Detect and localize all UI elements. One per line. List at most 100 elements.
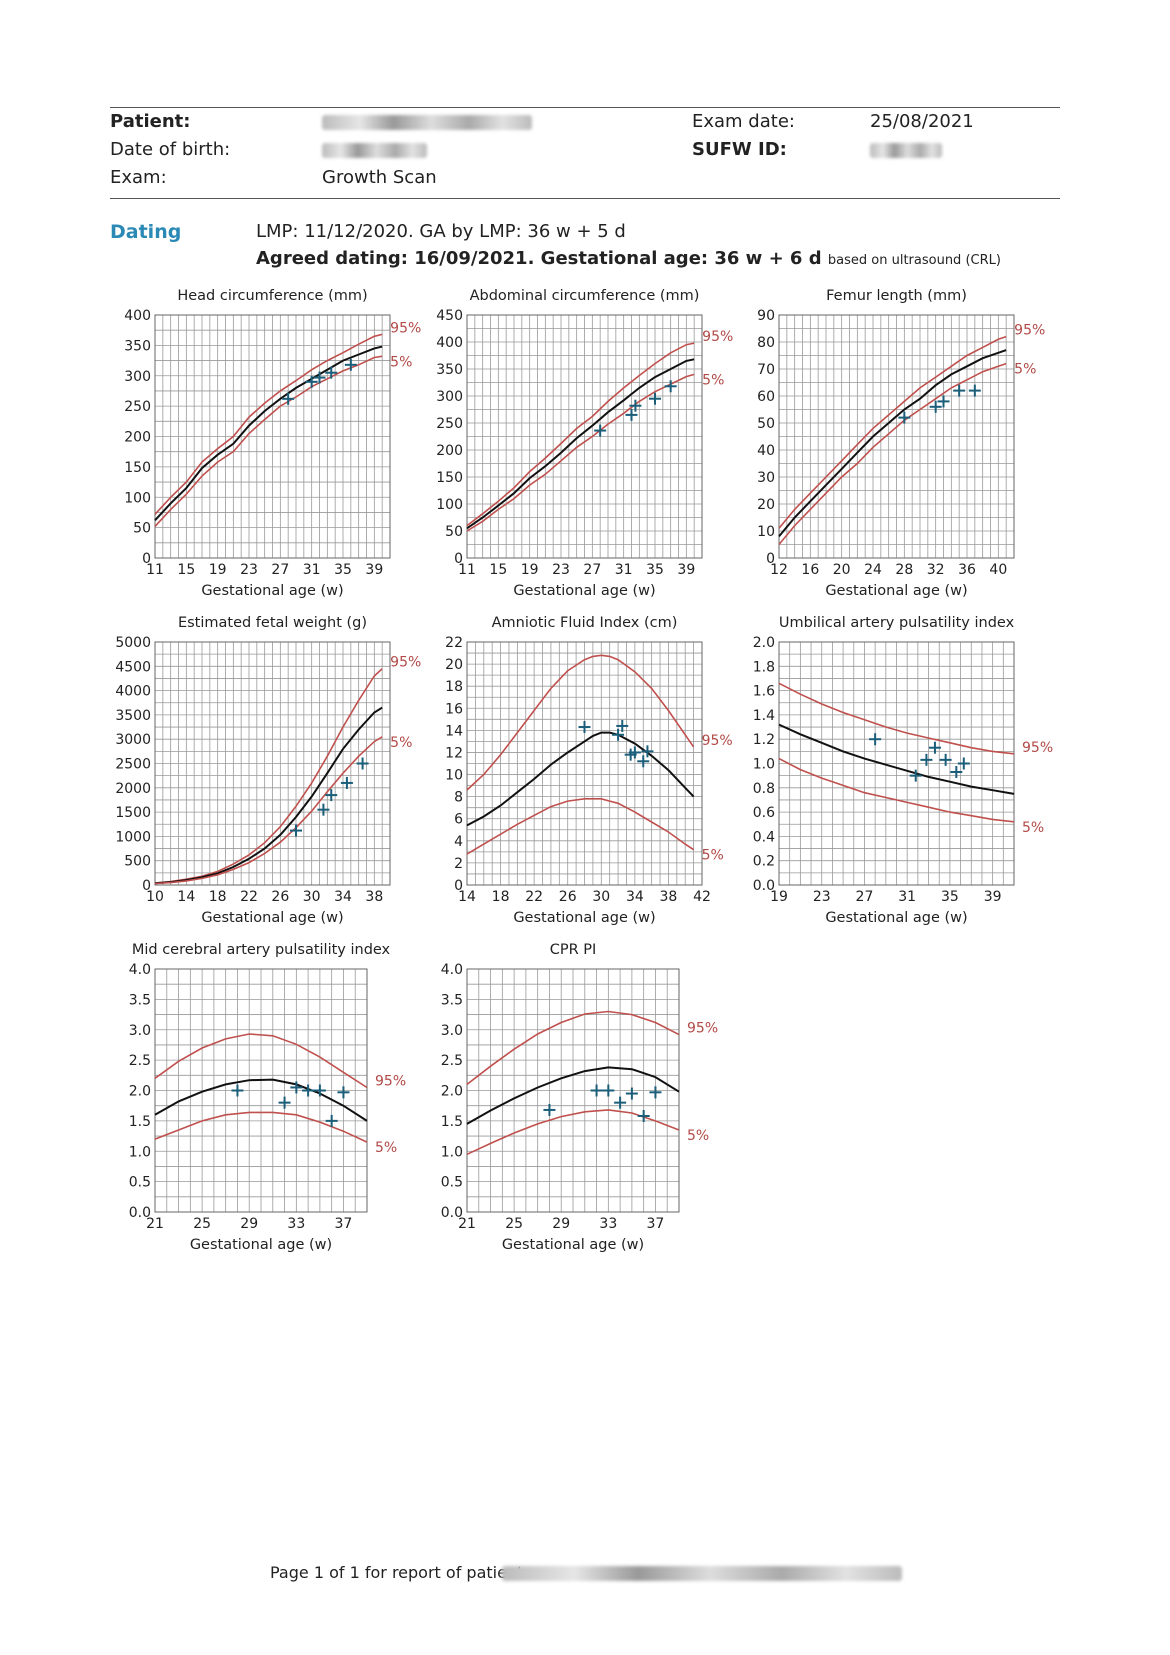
measurement-marker [578,721,591,734]
exam-label: Exam: [110,167,167,188]
percentile-line-5pct [154,736,383,885]
y-tick-label: 22 [445,635,463,651]
measurement-marker [278,1096,291,1109]
y-tick-label: 250 [436,416,463,432]
y-tick-label: 400 [124,308,151,324]
x-tick-label: 19 [521,562,539,578]
measurement-marker [356,757,369,770]
y-tick-label: 350 [436,362,463,378]
y-tick-label: 0 [454,551,463,567]
measurement-marker [939,753,952,766]
y-tick-label: 2.0 [129,1084,151,1100]
x-axis-label: Gestational age (w) [201,583,343,599]
measurement-marker [637,755,650,768]
percentile-label: 5% [390,735,412,751]
y-tick-label: 3.5 [129,992,151,1008]
measurement-marker [282,392,295,405]
y-tick-label: 100 [436,497,463,513]
y-tick-label: 1000 [115,829,151,845]
x-tick-label: 35 [334,562,352,578]
measurement-marker [612,728,625,741]
y-tick-label: 50 [133,521,151,537]
x-tick-label: 21 [458,1216,476,1232]
chart-3 [154,641,391,886]
x-tick-label: 28 [895,562,913,578]
x-tick-label: 27 [583,562,601,578]
plot-frame [778,641,1015,886]
percentile-label: 5% [1022,820,1044,836]
measurement-marker [313,371,326,384]
measurement-marker [637,1110,650,1123]
x-axis-label: Gestational age (w) [825,910,967,926]
measurement-marker [909,769,922,782]
x-tick-label: 31 [898,889,916,905]
chart-2 [778,314,1015,559]
x-tick-label: 35 [646,562,664,578]
chart-title: Estimated fetal weight (g) [178,615,367,631]
chart-0 [154,314,391,559]
y-tick-label: 1.0 [753,757,775,773]
measurement-marker [305,375,318,388]
measurement-marker [641,745,654,758]
x-tick-label: 33 [287,1216,305,1232]
y-tick-label: 350 [124,338,151,354]
measurement-marker [628,746,641,759]
measurement-marker [929,400,942,413]
exam-value: Growth Scan [322,167,437,188]
x-tick-label: 37 [335,1216,353,1232]
y-tick-label: 450 [436,308,463,324]
percentile-label: 5% [375,1140,397,1156]
x-tick-label: 23 [240,562,258,578]
measurement-marker [869,733,882,746]
y-tick-label: 200 [124,430,151,446]
x-tick-label: 11 [146,562,164,578]
measurement-marker [950,766,963,779]
x-tick-label: 27 [271,562,289,578]
y-tick-label: 4.0 [441,962,463,978]
x-tick-label: 19 [209,562,227,578]
x-tick-label: 14 [458,889,476,905]
y-tick-label: 0 [142,551,151,567]
chart-title: CPR PI [550,942,597,958]
dating-note: based on ultrasound (CRL) [827,253,1001,268]
x-tick-label: 30 [303,889,321,905]
y-tick-label: 1.6 [753,684,775,700]
y-tick-label: 500 [124,854,151,870]
x-axis-label: Gestational age (w) [513,583,655,599]
median-line [466,358,695,530]
x-tick-label: 18 [492,889,510,905]
x-tick-label: 40 [989,562,1007,578]
measurement-marker [325,366,338,379]
median-line [154,706,383,885]
header-bottom-rule [110,198,1060,199]
median-line [778,349,1007,538]
y-tick-label: 100 [124,490,151,506]
x-tick-label: 21 [146,1216,164,1232]
percentile-line-5pct [466,373,695,532]
x-tick-label: 42 [693,889,711,905]
y-tick-label: 2 [454,856,463,872]
y-tick-label: 0.0 [441,1205,463,1221]
y-tick-label: 3000 [115,732,151,748]
measurement-marker [317,803,330,816]
x-axis-label: Gestational age (w) [502,1237,644,1253]
measurement-marker [937,395,950,408]
measurement-marker [602,1084,615,1097]
y-tick-label: 2.0 [753,635,775,651]
measurement-marker [625,1087,638,1100]
y-tick-label: 10 [445,768,463,784]
x-tick-label: 39 [677,562,695,578]
measurement-marker [928,741,941,754]
x-tick-label: 34 [334,889,352,905]
y-tick-label: 0.4 [753,829,775,845]
plot-frame [154,641,391,886]
measurement-marker [337,1086,350,1099]
percentile-line-95pct [154,333,383,515]
measurement-marker [953,384,966,397]
percentile-label: 5% [702,848,724,864]
percentile-line-5pct [466,797,695,855]
y-tick-label: 70 [757,362,775,378]
x-tick-label: 15 [489,562,507,578]
x-tick-label: 29 [552,1216,570,1232]
